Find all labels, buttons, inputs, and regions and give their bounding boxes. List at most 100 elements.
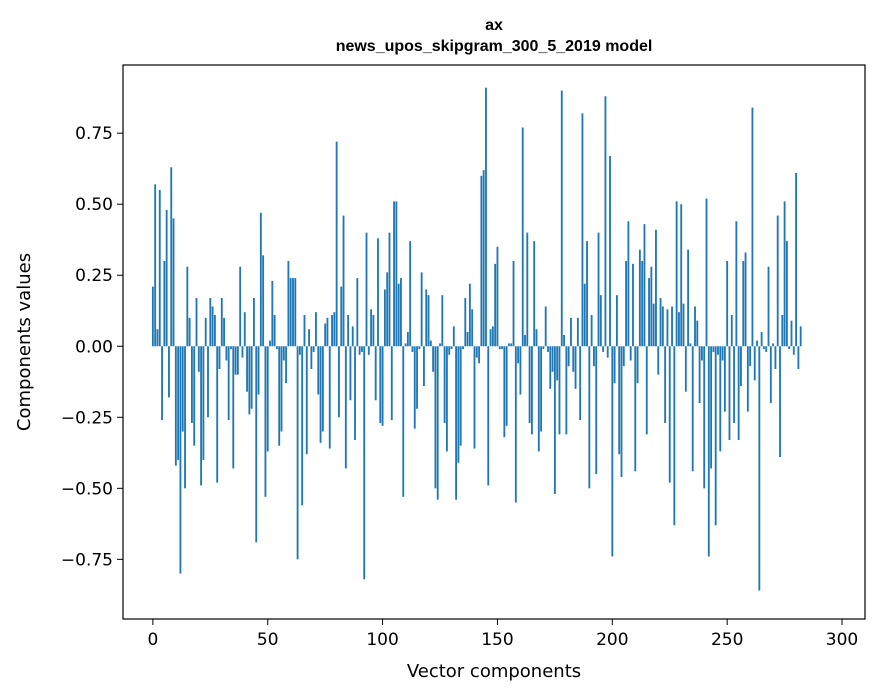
bar-component-27 <box>213 315 216 347</box>
bar-component-262 <box>753 346 756 381</box>
bar-component-255 <box>737 346 740 441</box>
bar-component-3 <box>158 190 161 347</box>
bar-component-206 <box>625 261 628 347</box>
bar-component-252 <box>730 315 733 347</box>
bar-component-164 <box>528 346 531 423</box>
bar-component-71 <box>315 312 317 347</box>
bar-component-219 <box>655 229 657 347</box>
bar-component-31 <box>223 317 225 347</box>
y-axis-label: Components values <box>14 253 35 431</box>
bar-component-59 <box>287 261 290 347</box>
bar-component-258 <box>744 252 747 347</box>
bar-component-41 <box>246 346 248 392</box>
bar-component-74 <box>321 346 324 432</box>
bar-component-174 <box>551 346 554 372</box>
bar-component-109 <box>402 346 405 497</box>
bar-component-68 <box>308 329 310 347</box>
bar-component-97 <box>374 346 377 401</box>
bar-component-85 <box>347 315 350 347</box>
bar-component-77 <box>328 346 331 449</box>
bar-component-153 <box>503 346 506 438</box>
bar-component-145 <box>485 87 487 347</box>
bar-component-146 <box>487 346 490 486</box>
bar-component-179 <box>563 334 565 347</box>
bar-component-107 <box>397 283 400 347</box>
bar-component-272 <box>776 215 779 347</box>
bar-component-198 <box>606 346 609 358</box>
bar-component-58 <box>285 346 288 384</box>
bar-component-38 <box>239 266 242 347</box>
bar-component-163 <box>526 232 529 347</box>
bar-component-235 <box>691 346 694 472</box>
bar-component-234 <box>689 343 692 347</box>
bar-component-201 <box>613 346 616 384</box>
bar-component-178 <box>560 90 563 347</box>
bar-component-147 <box>489 329 492 347</box>
bar-component-214 <box>643 224 646 347</box>
bar-component-56 <box>280 346 283 432</box>
bar-component-152 <box>501 346 503 350</box>
bar-component-143 <box>480 175 483 347</box>
bar-component-279 <box>792 346 795 355</box>
bar-component-128 <box>445 346 448 452</box>
bar-component-96 <box>372 315 375 347</box>
bar-component-209 <box>632 263 634 347</box>
bar-component-72 <box>317 346 320 395</box>
bar-component-106 <box>395 201 398 347</box>
bar-component-202 <box>615 295 618 347</box>
bar-component-246 <box>717 346 719 355</box>
bar-component-116 <box>418 346 421 350</box>
bar-component-221 <box>659 297 662 347</box>
bar-component-64 <box>298 346 301 355</box>
bar-component-93 <box>365 232 368 347</box>
bar-component-141 <box>475 346 478 358</box>
bar-component-127 <box>443 346 446 423</box>
bar-component-45 <box>255 346 258 543</box>
bar-component-247 <box>719 346 722 452</box>
y-tick-label: −0.75 <box>61 550 113 570</box>
bar-component-34 <box>230 346 232 350</box>
bar-component-237 <box>696 320 699 347</box>
bar-component-233 <box>687 249 690 347</box>
bar-component-60 <box>289 278 292 347</box>
bar-component-215 <box>645 346 648 435</box>
bar-component-76 <box>326 317 329 347</box>
bar-component-35 <box>232 346 235 469</box>
bar-component-9 <box>172 218 175 347</box>
bar-component-110 <box>404 343 407 347</box>
bar-component-46 <box>257 346 260 395</box>
bar-component-226 <box>671 306 673 347</box>
bar-component-212 <box>638 249 641 347</box>
bar-component-133 <box>457 346 460 463</box>
bar-component-20 <box>197 346 200 372</box>
bar-component-175 <box>553 346 556 494</box>
bar-component-191 <box>590 315 593 347</box>
bar-component-119 <box>425 289 428 347</box>
bar-component-183 <box>572 346 575 372</box>
bar-component-224 <box>666 309 669 347</box>
bar-component-241 <box>705 198 708 347</box>
bar-component-124 <box>436 346 439 500</box>
bar-component-69 <box>310 346 313 369</box>
bar-component-149 <box>494 263 497 347</box>
bar-component-220 <box>657 346 660 375</box>
bar-component-268 <box>767 266 770 347</box>
bar-component-156 <box>510 343 513 347</box>
bar-component-254 <box>735 221 738 347</box>
bar-component-172 <box>547 346 549 352</box>
bar-component-150 <box>496 246 499 347</box>
bar-component-217 <box>650 266 653 347</box>
bar-component-277 <box>788 346 791 350</box>
bar-component-200 <box>611 346 614 557</box>
bar-component-211 <box>636 346 639 384</box>
bar-component-2 <box>156 329 159 347</box>
bar-component-135 <box>462 346 464 350</box>
bar-component-111 <box>406 332 409 347</box>
bar-component-53 <box>273 315 276 347</box>
bar-component-265 <box>760 332 763 347</box>
bar-component-4 <box>161 346 163 421</box>
bar-component-88 <box>354 346 356 441</box>
bar-component-260 <box>749 346 752 367</box>
bar-component-275 <box>783 201 786 347</box>
